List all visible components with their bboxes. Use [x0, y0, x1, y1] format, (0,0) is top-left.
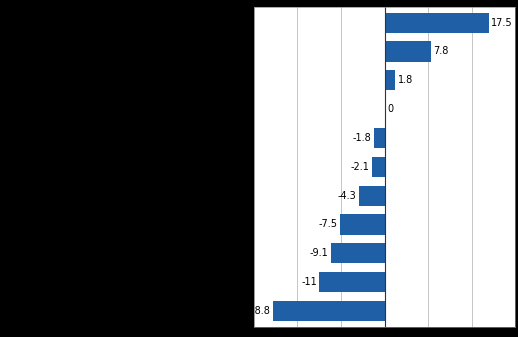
Bar	[374, 128, 384, 148]
Bar	[330, 243, 384, 264]
Bar	[340, 214, 384, 235]
Text: -4.3: -4.3	[338, 191, 357, 201]
Bar	[319, 272, 384, 292]
Bar	[359, 186, 384, 206]
Text: 17.5: 17.5	[491, 18, 513, 28]
Text: 1.8: 1.8	[398, 75, 413, 85]
Bar	[273, 301, 384, 321]
Text: -1.8: -1.8	[353, 133, 371, 143]
Text: -11: -11	[301, 277, 317, 287]
Text: -7.5: -7.5	[319, 219, 338, 229]
Bar	[384, 41, 431, 62]
Bar	[384, 70, 395, 90]
Text: 7.8: 7.8	[434, 47, 449, 56]
Text: -18.8: -18.8	[246, 306, 270, 316]
Bar	[384, 12, 488, 33]
Text: -2.1: -2.1	[351, 162, 370, 172]
Text: -9.1: -9.1	[309, 248, 328, 258]
Bar	[372, 157, 384, 177]
Text: 0: 0	[387, 104, 393, 114]
